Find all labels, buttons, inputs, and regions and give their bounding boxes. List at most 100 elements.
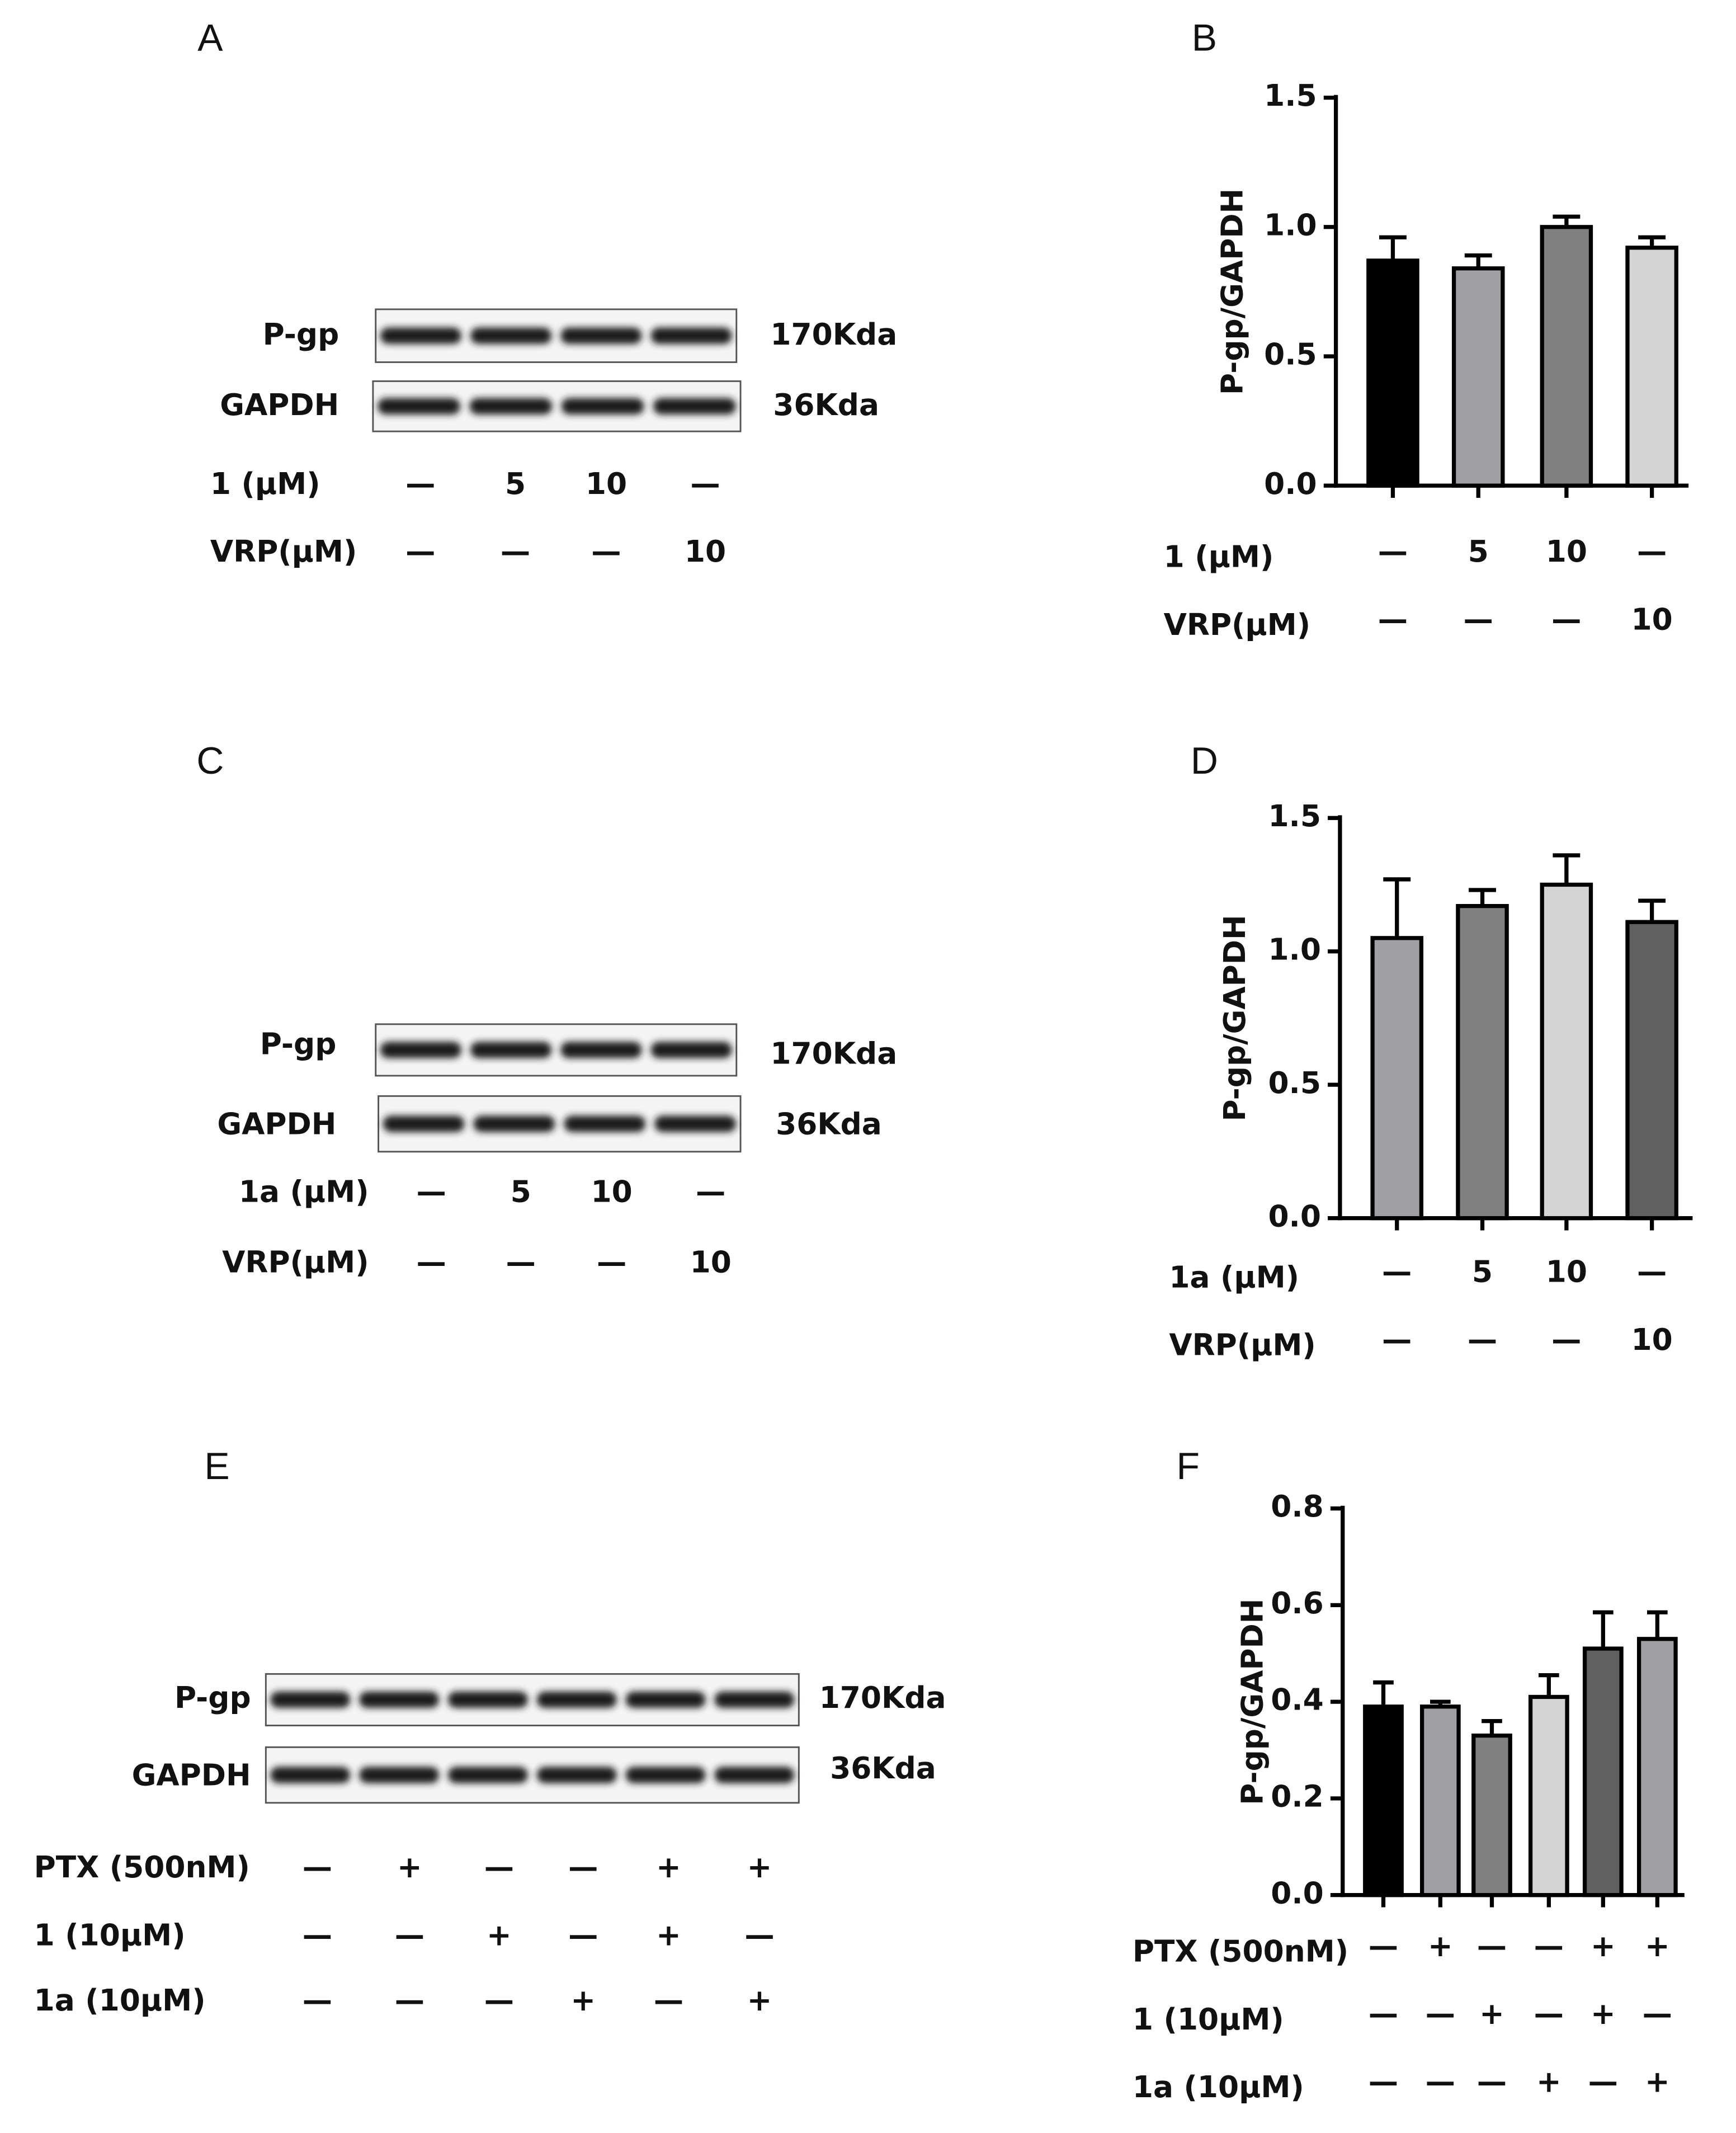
condition-value: — [1369, 1996, 1398, 2031]
blot-band [473, 1115, 555, 1132]
condition-value: + [747, 1849, 772, 1885]
condition-value: — [654, 1983, 683, 2018]
condition-value: — [744, 1917, 774, 1952]
condition-value: — [1369, 1928, 1398, 1964]
blot-band [383, 1115, 465, 1132]
condition-label: VRP(μM) [210, 534, 357, 569]
condition-value: 10 [1631, 1322, 1673, 1357]
blot-band [447, 1767, 528, 1783]
blot-band [270, 1767, 351, 1783]
condition-value: — [1588, 2064, 1618, 2099]
blot-band [714, 1691, 795, 1708]
condition-value: — [1477, 2064, 1507, 2099]
bar [1451, 266, 1505, 488]
blot-row-label: P-gp [174, 1680, 251, 1715]
condition-value: — [1426, 2064, 1455, 2099]
y-tick-label: 0.4 [1271, 1682, 1323, 1717]
y-axis-label: P-gp/GAPDH [1217, 915, 1252, 1121]
blot-size-label: 36Kda [773, 387, 879, 422]
condition-value: — [484, 1849, 514, 1885]
blot-band [625, 1691, 706, 1708]
blot-band [650, 1042, 732, 1058]
condition-value: + [1428, 1928, 1453, 1964]
condition-value: 10 [690, 1245, 732, 1280]
condition-value: — [395, 1917, 424, 1952]
y-tick-label: 1.0 [1268, 931, 1320, 967]
condition-label: 1a (μM) [1169, 1259, 1299, 1294]
condition-value: — [506, 1245, 536, 1280]
bar [1363, 1704, 1404, 1897]
blot-row-label: P-gp [263, 317, 339, 352]
panel-letter: F [1177, 1445, 1200, 1487]
y-axis-label: P-gp/GAPDH [1235, 1599, 1270, 1805]
panel-letter: D [1191, 740, 1218, 782]
condition-value: — [501, 534, 530, 569]
y-tick-label: 0.0 [1271, 1875, 1323, 1910]
condition-value: — [1637, 1254, 1667, 1289]
condition-value: 10 [591, 1174, 633, 1209]
blot-row-label: P-gp [260, 1026, 337, 1061]
condition-value: — [1551, 1322, 1581, 1357]
condition-label: 1 (μM) [1164, 539, 1274, 575]
condition-value: + [1591, 1996, 1616, 2031]
condition-value: — [1378, 601, 1408, 637]
condition-value: 5 [1472, 1254, 1493, 1289]
condition-value: + [487, 1917, 512, 1952]
condition-value: + [747, 1983, 772, 2018]
condition-value: 10 [1631, 601, 1673, 637]
panel-letter: B [1192, 17, 1217, 59]
condition-value: + [1645, 1928, 1670, 1964]
condition-label: 1 (10μM) [1133, 2002, 1284, 2037]
condition-label: 1 (10μM) [34, 1917, 186, 1952]
blot-box [265, 1746, 800, 1804]
condition-value: — [484, 1983, 514, 2018]
condition-label: VRP(μM) [1164, 607, 1310, 642]
condition-value: 5 [505, 466, 526, 501]
blot-band [625, 1767, 706, 1783]
y-tick-label: 0.2 [1271, 1779, 1323, 1814]
condition-label: 1a (μM) [239, 1174, 369, 1209]
blot-band [650, 327, 732, 344]
condition-value: + [656, 1849, 681, 1885]
condition-value: — [1551, 601, 1581, 637]
condition-value: — [417, 1174, 446, 1209]
blot-band [560, 1042, 642, 1058]
blot-band [359, 1691, 440, 1708]
condition-value: 5 [1468, 534, 1489, 569]
blot-band [564, 1115, 646, 1132]
bar [1625, 920, 1678, 1221]
y-tick-label: 0.6 [1271, 1585, 1323, 1621]
blot-band [561, 398, 644, 415]
condition-value: 10 [1546, 1254, 1587, 1289]
condition-value: — [568, 1849, 598, 1885]
condition-value: — [690, 466, 720, 501]
panel-letter: A [197, 17, 223, 59]
bar [1456, 903, 1509, 1221]
condition-value: 5 [511, 1174, 531, 1209]
condition-value: — [417, 1245, 446, 1280]
condition-value: — [1378, 534, 1408, 569]
condition-value: — [568, 1917, 598, 1952]
y-tick-label: 0.5 [1264, 337, 1317, 372]
condition-value: — [591, 534, 621, 569]
bar [1471, 1733, 1512, 1897]
bar [1582, 1646, 1624, 1897]
condition-value: — [1534, 1928, 1564, 1964]
condition-value: — [395, 1983, 424, 2018]
blot-band [653, 398, 736, 415]
condition-value: — [1477, 1928, 1507, 1964]
blot-size-label: 170Kda [770, 317, 897, 352]
condition-value: 10 [586, 466, 627, 501]
panel-letter: C [196, 740, 224, 782]
condition-value: + [397, 1849, 422, 1885]
y-tick-label: 0.0 [1264, 466, 1317, 501]
blot-band [470, 327, 552, 344]
condition-value: + [1645, 2064, 1670, 2099]
bar [1540, 225, 1593, 488]
condition-value: — [696, 1174, 725, 1209]
condition-value: — [303, 1917, 332, 1952]
condition-value: — [1637, 534, 1667, 569]
blot-row-label: GAPDH [132, 1757, 251, 1792]
condition-value: — [1534, 1996, 1564, 2031]
